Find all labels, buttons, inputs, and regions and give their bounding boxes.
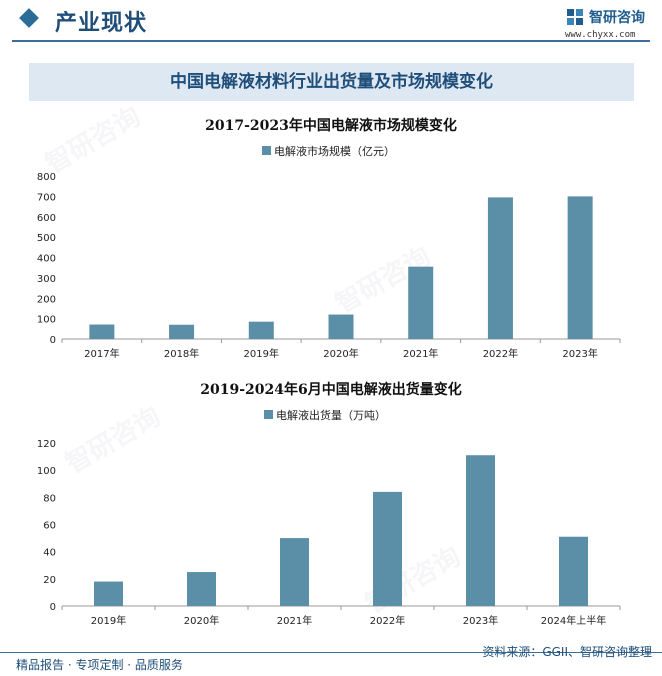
bar (559, 536, 588, 606)
x-tick-label: 2024年上半年 (541, 614, 606, 627)
chart-1-title: 2017-2023年中国电解液市场规模变化 (205, 117, 457, 134)
chart-2-title: 2019-2024年6月中国电解液出货量变化 (200, 381, 461, 398)
title-banner: 中国电解液材料行业出货量及市场规模变化 (29, 63, 634, 101)
header-divider (12, 40, 650, 42)
bar (408, 266, 434, 339)
y-tick-label: 0 (50, 335, 56, 346)
bar (567, 196, 593, 339)
bar (466, 455, 495, 606)
footer-divider (0, 652, 662, 653)
x-tick-label: 2018年 (164, 347, 199, 360)
y-tick-label: 800 (37, 172, 56, 183)
chart-1: 2017-2023年中国电解液市场规模变化 电解液市场规模（亿元） 0 100 20… (37, 117, 621, 360)
y-tick-label: 600 (37, 213, 56, 224)
y-tick-label: 500 (37, 233, 56, 244)
y-tick-label: 300 (37, 274, 56, 285)
y-tick-label: 100 (37, 466, 56, 477)
banner-title: 中国电解液材料行业出货量及市场规模变化 (170, 72, 493, 92)
y-tick-label: 80 (43, 493, 56, 504)
chart-1-legend-label: 电解液市场规模（亿元） (274, 144, 395, 158)
bar (94, 581, 123, 606)
x-tick-label: 2021年 (277, 614, 312, 627)
y-tick-label: 200 (37, 294, 56, 305)
y-tick-label: 20 (43, 575, 56, 586)
chart-2-legend-swatch (264, 410, 273, 419)
x-tick-label: 2022年 (370, 614, 405, 627)
section-title: 产业现状 (55, 11, 148, 36)
x-tick-label: 2022年 (483, 347, 518, 360)
bar (89, 324, 115, 339)
x-tick-label: 2019年 (91, 614, 126, 627)
brand-name: 智研咨询 (589, 10, 645, 26)
bar (328, 314, 354, 339)
footer-source: 资料来源：GGII、智研咨询整理 (482, 645, 652, 659)
y-tick-label: 100 (37, 315, 56, 326)
x-tick-label: 2023年 (463, 614, 498, 627)
y-tick-label: 120 (37, 439, 56, 450)
y-tick-label: 60 (43, 521, 56, 532)
chart-2-legend-label: 电解液出货量（万吨） (276, 408, 386, 422)
bar (169, 324, 195, 339)
x-tick-label: 2020年 (323, 347, 358, 360)
brand-url[interactable]: www.chyxx.com (565, 30, 636, 40)
bar (373, 491, 402, 606)
y-tick-label: 700 (37, 192, 56, 203)
chart-1-legend-swatch (262, 146, 271, 155)
bar (187, 572, 216, 606)
brand-logo-icon (567, 9, 583, 25)
bar (280, 538, 309, 606)
x-tick-label: 2017年 (84, 347, 119, 360)
y-tick-label: 0 (50, 602, 56, 613)
bar (248, 321, 274, 339)
page-header: 产业现状 智研咨询 www.chyxx.com (0, 0, 662, 42)
y-tick-label: 400 (37, 254, 56, 265)
x-tick-label: 2023年 (562, 347, 597, 360)
bar (487, 197, 513, 339)
x-tick-label: 2019年 (244, 347, 279, 360)
chart-2: 2019-2024年6月中国电解液出货量变化 电解液出货量（万吨） 0 20 40 6… (37, 381, 621, 627)
x-tick-label: 2021年 (403, 347, 438, 360)
footer-slogan: 精品报告 · 专项定制 · 品质服务 (16, 658, 183, 672)
brand-logo: 智研咨询 (566, 7, 645, 27)
x-tick-label: 2020年 (184, 614, 219, 627)
y-tick-label: 40 (43, 548, 56, 559)
